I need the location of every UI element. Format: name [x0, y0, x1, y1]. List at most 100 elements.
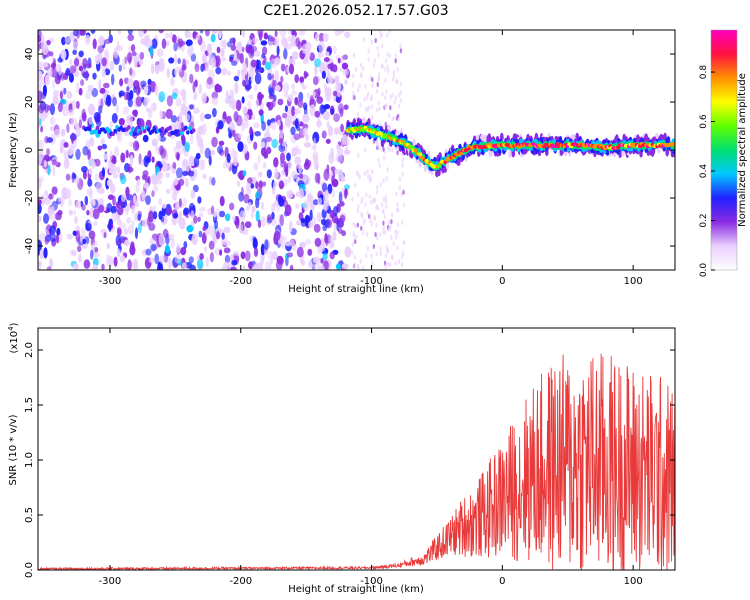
spectrogram-cell — [96, 119, 102, 127]
spectrogram-cell — [327, 63, 332, 69]
spectrogram-cell — [296, 246, 304, 258]
spectrogram-cell — [52, 164, 56, 177]
spectrogram-cell — [250, 212, 255, 219]
spectrogram-cell — [255, 181, 259, 190]
spectrogram-cell — [321, 70, 326, 79]
spectrogram-cell — [276, 204, 280, 212]
spectrogram-cell — [362, 37, 365, 43]
spectrogram-cell — [48, 51, 54, 57]
spectrogram-cell — [88, 103, 96, 116]
spectrogram-cell — [605, 149, 610, 156]
spectrogram-cell — [388, 113, 391, 118]
spectrogram-cell — [180, 247, 187, 256]
spectrogram-cell — [167, 257, 173, 269]
spectrogram-cell — [131, 260, 136, 268]
y-tick-label: 40 — [24, 48, 35, 61]
spectrogram-cell — [253, 162, 259, 171]
spectrogram-cell — [359, 62, 363, 68]
spectrogram-cell — [523, 147, 527, 155]
spectrogram-cell — [303, 176, 311, 185]
spectrogram-cell — [284, 241, 292, 247]
spectrogram-cell — [152, 184, 159, 193]
spectrogram-cell — [201, 92, 207, 105]
spectrogram-cell — [291, 171, 298, 179]
spectrogram-cell — [38, 35, 42, 43]
spectrogram-cell — [672, 142, 675, 146]
spectrogram-cell — [190, 53, 197, 62]
spectrogram-cell — [382, 208, 385, 214]
spectrogram-cell — [211, 30, 219, 35]
spectrogram-cell — [286, 152, 291, 162]
spectrogram-cell — [170, 237, 175, 249]
spectrogram-cell — [48, 206, 53, 215]
spectrogram-cell — [126, 52, 133, 63]
spectrogram-cell — [72, 49, 77, 55]
spectrogram-cell — [385, 244, 388, 250]
spectrogram-cell — [105, 94, 112, 106]
spectrogram-cell — [351, 241, 354, 247]
spectrogram-cell — [271, 121, 277, 130]
spectrogram-cell — [101, 69, 107, 78]
snr-series-line — [38, 353, 675, 570]
spectrogram-cell — [319, 244, 326, 252]
spectrogram-cell — [382, 178, 385, 184]
spectrogram-cell — [43, 247, 48, 259]
spectrogram-cell — [48, 193, 54, 200]
spectrogram-cell — [352, 129, 357, 133]
spectrogram-cell — [150, 129, 155, 134]
spectrogram-cell — [62, 106, 69, 117]
spectrogram-cell — [232, 215, 236, 222]
spectrogram-cell — [173, 212, 179, 219]
spectrogram-cell — [245, 205, 251, 212]
spectrogram-cell — [205, 228, 209, 237]
snr-marks — [38, 353, 675, 570]
spectrogram-cell — [302, 113, 309, 123]
spectrogram-cell — [80, 79, 85, 86]
spectrogram-cell — [344, 31, 351, 39]
spectrogram-cell — [257, 171, 263, 178]
spectrogram-cell — [332, 45, 337, 55]
spectrogram-cell — [158, 198, 163, 205]
spectrogram-x-label: Height of straight line (km) — [288, 284, 424, 295]
spectrogram-cell — [133, 131, 137, 136]
spectrogram-cell — [178, 40, 186, 46]
spectrogram-cell — [74, 215, 78, 224]
spectrogram-cell — [202, 173, 207, 179]
spectrogram-cell — [81, 108, 86, 121]
spectrogram-cell — [178, 198, 182, 208]
spectrogram-cell — [78, 65, 84, 72]
spectrogram-cell — [38, 118, 42, 126]
spectrogram-cell — [270, 256, 274, 265]
spectrogram-cell — [309, 104, 316, 117]
spectrogram-cell — [176, 243, 181, 253]
spectrogram-cell — [253, 50, 261, 57]
spectrogram-cell — [239, 52, 244, 64]
spectrogram-cell — [63, 142, 69, 148]
spectrogram-cell — [52, 79, 56, 89]
spectrogram-cell — [165, 172, 170, 178]
spectrogram-cell — [104, 166, 108, 172]
spectrogram-cell — [316, 96, 324, 105]
spectrogram-cell — [335, 81, 342, 93]
spectrogram-cell — [68, 72, 74, 83]
spectrogram-cell — [238, 223, 244, 232]
spectrogram-cell — [90, 30, 96, 34]
spectrogram-cell — [290, 239, 295, 247]
spectrogram-cell — [384, 95, 387, 101]
spectrogram-y-ticks: -40 -20 0 20 40 — [24, 48, 675, 254]
spectrogram-cell — [198, 230, 203, 238]
spectrogram-cell — [139, 51, 145, 60]
spectrogram-cell — [381, 91, 384, 97]
spectrogram-cell — [399, 90, 403, 96]
spectrogram-cell — [149, 237, 155, 245]
spectrogram-cell — [258, 180, 263, 189]
spectrogram-cell — [352, 231, 355, 237]
spectrogram-cell — [221, 232, 225, 240]
spectrogram-cell — [358, 83, 361, 88]
spectrogram-cell — [187, 47, 192, 58]
spectrogram-cell — [394, 260, 397, 266]
spectrogram-cell — [312, 91, 316, 97]
spectrogram-cell — [138, 130, 143, 135]
spectrogram-cell — [299, 173, 304, 180]
spectrogram-cell — [309, 209, 313, 221]
